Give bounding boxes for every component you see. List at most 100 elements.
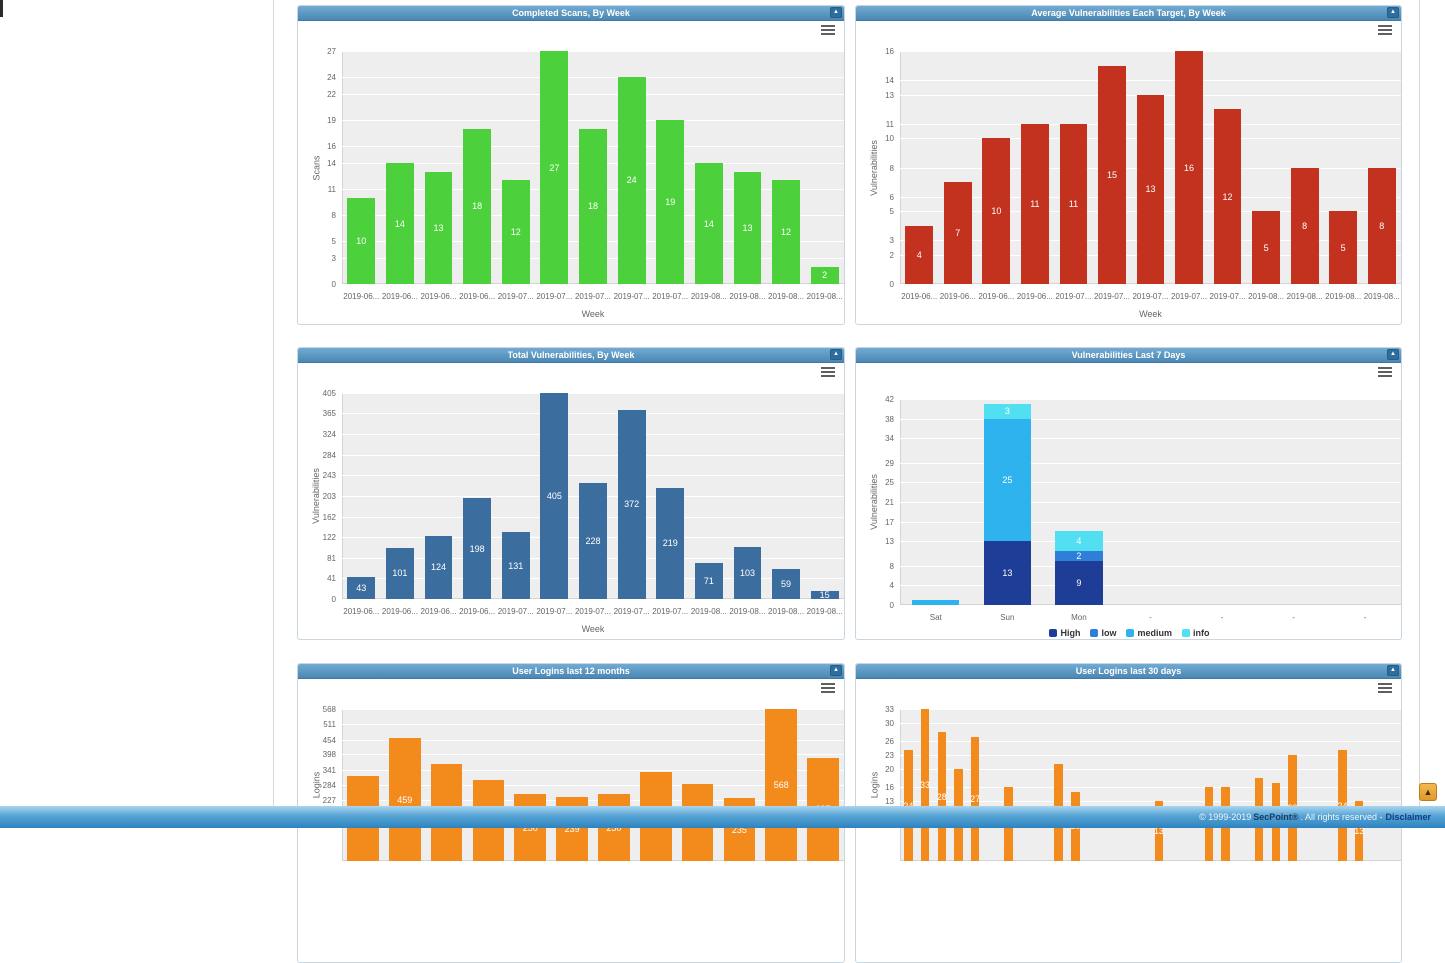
y-axis-tick-label: 284 [322,450,336,460]
bar-value-label: 9 [1076,577,1082,588]
bar[interactable] [579,128,607,284]
panel-vulnerabilities-last-7-days: Vulnerabilities Last 7 Days ▲ 0 4 8 13 17 21 2… [855,347,1402,640]
chart-export-menu-icon[interactable] [821,683,835,695]
y-axis-tick-label: 4 [889,581,894,591]
bar[interactable] [694,562,723,599]
x-axis-tick-label: Mon [1071,613,1087,622]
bar[interactable] [386,547,414,599]
bar[interactable] [1098,65,1126,284]
bar[interactable] [1059,123,1088,284]
legend-item-low[interactable]: low [1090,628,1116,638]
chart-completed-scans: 0 3 5 8 11 14 16 19 22 24 27 10 14 13 18 12 27 18 24 19 14 13… [298,6,844,324]
collapse-panel-icon[interactable]: ▲ [830,349,842,360]
y-axis-tick-label: 0 [889,601,894,610]
bar[interactable] [694,163,723,284]
stacked-bar-segment-low[interactable] [1055,551,1103,561]
chart-total-vulnerabilities: 0 41 81 122 162 203 243 284 324 365 405 43 101 124 198… [298,348,844,639]
gridline [342,724,844,726]
bar-value-label: 25 [1002,474,1013,485]
bar[interactable] [772,180,800,284]
bar[interactable] [733,546,762,599]
bar[interactable] [943,182,972,284]
bar[interactable] [656,120,685,284]
bar[interactable] [1136,94,1165,284]
bar[interactable] [810,591,839,599]
stacked-bar-segment-high[interactable] [1055,560,1103,605]
bar[interactable] [617,76,646,284]
panel-completed-scans: Completed Scans, By Week ▲ 0 3 5 8 11 14 16 19 2… [297,5,845,325]
bar[interactable] [463,498,492,599]
bar[interactable] [920,709,930,861]
panel-header: User Logins last 30 days ▲ [856,664,1401,679]
bar[interactable] [810,266,839,284]
chart-export-menu-icon[interactable] [1378,683,1392,695]
x-axis-title: Week [1139,309,1162,319]
legend-item-info[interactable]: info [1182,628,1210,638]
legend-item-high[interactable]: High [1049,628,1080,638]
bar[interactable] [463,128,492,284]
bar[interactable] [656,487,685,599]
bar[interactable] [1021,123,1049,284]
bar[interactable] [1252,211,1280,284]
x-axis-tick-label: 2019-07... [497,292,534,301]
bar[interactable] [617,409,646,599]
stacked-bar-segment-info[interactable] [1055,531,1103,552]
bar-value-label: 12 [1222,191,1233,202]
gridline [900,565,1401,567]
stacked-bar-segment-high[interactable] [983,541,1031,605]
stacked-bar-segment-info[interactable] [983,403,1031,419]
collapse-panel-icon[interactable]: ▲ [1387,349,1399,360]
bar-value-label: 7 [955,228,961,239]
chart-export-menu-icon[interactable] [821,367,835,379]
scroll-to-top-button[interactable]: ▲ [1419,783,1437,801]
bar[interactable] [937,732,946,861]
disclaimer-link[interactable]: Disclaimer [1385,812,1431,822]
stacked-bar-segment-medium[interactable] [912,600,960,605]
bar[interactable] [347,197,376,284]
bar[interactable] [970,736,980,861]
gridline [342,284,844,285]
bar-value-label: 33 [920,780,931,790]
gridline [900,755,1401,757]
bar[interactable] [905,225,934,284]
bar-value-label: 219 [662,538,678,549]
collapse-panel-icon[interactable]: ▲ [1387,7,1399,18]
bar[interactable] [1338,750,1347,861]
collapse-panel-icon[interactable]: ▲ [830,7,842,18]
legend-marker [1126,629,1135,637]
bar-value-label: 13 [1145,184,1156,195]
bar[interactable] [904,750,913,861]
bar[interactable] [424,171,453,284]
bar[interactable] [1329,211,1358,284]
bar[interactable] [982,138,1011,284]
bar[interactable] [772,568,800,599]
collapse-panel-icon[interactable]: ▲ [830,665,842,676]
bar[interactable] [347,577,376,599]
chart-export-menu-icon[interactable] [1378,367,1392,379]
x-axis-tick-label: 2019-08... [768,607,805,616]
chart-export-menu-icon[interactable] [1378,25,1392,37]
gridline [900,787,1401,789]
collapse-panel-icon[interactable]: ▲ [1387,665,1399,676]
x-axis-tick-label: 2019-06... [459,292,496,301]
bar[interactable] [1367,167,1396,284]
bar[interactable] [1175,51,1203,284]
bar[interactable] [501,180,530,284]
stacked-bar-segment-medium[interactable] [983,418,1031,542]
gridline [342,434,844,436]
bar[interactable] [540,51,569,284]
bar-value-label: 228 [585,536,601,546]
bar[interactable] [1290,167,1319,284]
bar[interactable] [1213,109,1242,284]
bar[interactable] [386,163,414,284]
bar[interactable] [540,393,569,599]
legend-item-medium[interactable]: medium [1126,628,1172,638]
y-axis-tick-label: 20 [885,764,894,774]
chart-export-menu-icon[interactable] [821,25,835,37]
bar[interactable] [501,532,530,599]
bar[interactable] [424,535,453,599]
gridline [900,801,1401,803]
bar-value-label: 16 [1184,162,1195,173]
bar[interactable] [733,171,762,284]
bar[interactable] [579,483,607,599]
